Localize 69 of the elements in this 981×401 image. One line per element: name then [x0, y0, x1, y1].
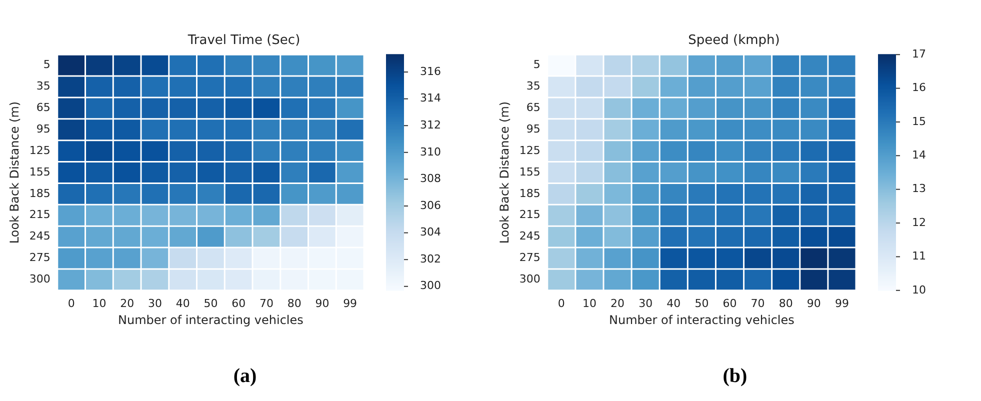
- y-tick-label: 35: [36, 80, 50, 93]
- color-bar-label: 15: [912, 114, 926, 128]
- color-bar-label: 17: [912, 47, 926, 60]
- y-tick-label: 300: [29, 272, 50, 286]
- x-tick-label: 99: [834, 296, 849, 310]
- x-tick-label: 10: [92, 296, 106, 310]
- y-tick-label: 215: [29, 208, 50, 222]
- y-tick-label: 275: [29, 251, 50, 264]
- y-axis-title: Look Back Distance (m): [497, 101, 512, 244]
- y-tick-label: 185: [519, 186, 540, 200]
- x-tick-label: 10: [582, 296, 596, 310]
- color-bar-label: 310: [420, 145, 441, 158]
- x-tick-label: 30: [638, 296, 653, 310]
- x-tick-label: 80: [287, 296, 302, 310]
- y-tick-label: 95: [526, 122, 540, 136]
- color-bar-label: 11: [912, 250, 926, 263]
- y-axis-title: Look Back Distance (m): [7, 101, 22, 244]
- x-tick-label: 40: [666, 296, 681, 310]
- y-tick-label: 215: [519, 208, 540, 222]
- color-bar-label: 16: [912, 81, 926, 94]
- x-tick-label: 70: [750, 296, 765, 310]
- chart-title: Travel Time (Sec): [186, 33, 300, 48]
- y-tick-label: 35: [526, 80, 540, 93]
- x-tick-label: 60: [232, 296, 246, 310]
- x-tick-label: 90: [315, 296, 330, 310]
- y-tick-label: 5: [533, 58, 540, 72]
- color-bar-label: 306: [420, 198, 441, 212]
- color-bar-label: 10: [912, 283, 926, 296]
- x-tick-label: 20: [610, 296, 625, 310]
- x-tick-label: 20: [120, 296, 134, 310]
- y-tick-label: 5: [43, 58, 50, 72]
- text: (b): [722, 365, 748, 388]
- x-tick-label: 80: [778, 296, 793, 310]
- x-tick-label: 0: [558, 296, 565, 310]
- y-tick-label: 155: [29, 165, 50, 178]
- x-tick-label: 30: [148, 296, 162, 310]
- y-tick-label: 245: [29, 230, 50, 243]
- y-tick-label: 245: [519, 230, 540, 243]
- color-bar-label: 12: [912, 216, 926, 229]
- y-tick-label: 275: [519, 251, 540, 264]
- color-bar-label: 312: [420, 118, 441, 132]
- x-tick-label: 70: [259, 296, 274, 310]
- x-axis-title: Number of interacting vehicles: [118, 312, 304, 327]
- x-tick-label: 99: [343, 296, 358, 310]
- x-tick-label: 40: [176, 296, 190, 310]
- color-bar-label: 314: [420, 92, 441, 105]
- y-tick-label: 65: [36, 101, 50, 114]
- color-bar-label: 300: [420, 279, 441, 292]
- color-bar-label: 308: [420, 172, 441, 186]
- color-bar-label: 302: [420, 252, 441, 266]
- y-tick-label: 125: [519, 144, 540, 157]
- y-tick-label: 185: [29, 186, 50, 200]
- y-tick-label: 155: [519, 165, 540, 178]
- chart-title: Speed (kmph): [688, 33, 780, 48]
- y-tick-label: 95: [36, 122, 50, 136]
- x-axis-title: Number of interacting vehicles: [609, 312, 794, 327]
- y-tick-label: 65: [526, 101, 540, 114]
- x-tick-label: 0: [68, 296, 75, 310]
- x-tick-label: 60: [722, 296, 737, 310]
- x-tick-label: 90: [806, 296, 821, 310]
- x-tick-label: 50: [204, 296, 218, 310]
- y-tick-label: 300: [519, 272, 540, 286]
- color-bar-label: 14: [912, 148, 926, 162]
- x-tick-label: 50: [694, 296, 709, 310]
- color-bar-label: 304: [420, 226, 441, 239]
- color-bar-label: 316: [420, 64, 441, 78]
- color-bar-label: 13: [912, 182, 926, 196]
- text: (a): [232, 365, 258, 388]
- y-tick-label: 125: [29, 144, 50, 157]
